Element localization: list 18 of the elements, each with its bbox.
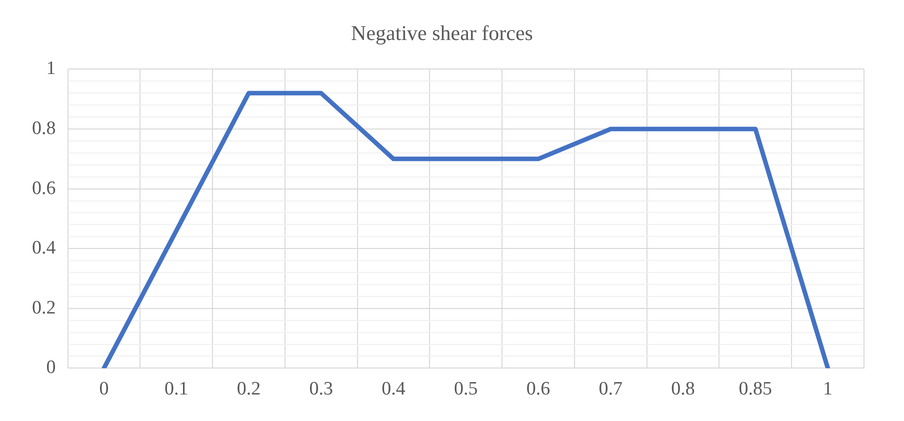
chart-title: Negative shear forces xyxy=(351,21,533,46)
x-tick-label: 0.3 xyxy=(309,378,333,400)
y-tick-label: 0.8 xyxy=(32,118,56,139)
y-tick-label: 1 xyxy=(46,58,56,80)
x-tick-label: 1 xyxy=(823,378,833,400)
x-tick-label: 0 xyxy=(99,378,109,400)
x-tick-label: 0.5 xyxy=(454,378,478,400)
x-tick-label: 0.8 xyxy=(671,378,695,400)
y-tick-label: 0.4 xyxy=(32,238,56,259)
x-tick-label: 0.2 xyxy=(236,378,261,400)
y-tick-label: 0.2 xyxy=(32,297,56,318)
y-tick-label: 0 xyxy=(46,357,56,378)
x-tick-label: 0.1 xyxy=(164,378,188,400)
x-tick-label: 0.6 xyxy=(526,378,550,400)
y-tick-label: 0.6 xyxy=(32,178,56,199)
x-tick-label: 0.85 xyxy=(738,378,772,400)
x-tick-label: 0.4 xyxy=(382,378,406,400)
x-tick-label: 0.7 xyxy=(598,378,623,400)
